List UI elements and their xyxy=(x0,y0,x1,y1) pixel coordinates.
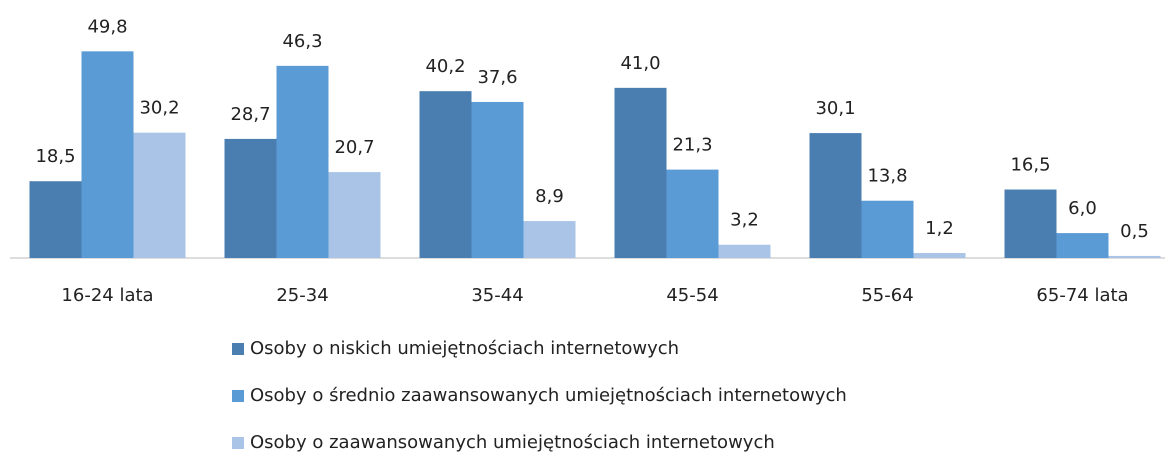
bar xyxy=(276,65,329,258)
data-label: 41,0 xyxy=(620,53,660,74)
bar xyxy=(523,221,576,258)
legend-swatch xyxy=(232,390,244,402)
data-label: 49,8 xyxy=(87,16,127,37)
data-label: 8,9 xyxy=(535,186,564,207)
data-label: 30,2 xyxy=(139,98,179,119)
data-label: 18,5 xyxy=(35,146,75,167)
bar xyxy=(1056,233,1109,258)
data-label: 28,7 xyxy=(230,104,270,125)
x-tick-label: 55-64 xyxy=(861,285,913,306)
data-label: 20,7 xyxy=(334,137,374,158)
data-label: 30,1 xyxy=(815,98,855,119)
x-tick-label: 65-74 lata xyxy=(1036,285,1128,306)
legend-label: Osoby o niskich umiejętnościach internet… xyxy=(250,338,679,359)
bar xyxy=(913,253,966,258)
legend-swatch xyxy=(232,343,244,355)
bar xyxy=(133,132,186,258)
data-label: 3,2 xyxy=(730,210,759,231)
bar xyxy=(81,51,134,258)
bar xyxy=(809,133,862,258)
data-label: 1,2 xyxy=(925,218,954,239)
data-label: 46,3 xyxy=(282,31,322,52)
legend-label: Osoby o średnio zaawansowanych umiejętno… xyxy=(250,385,847,406)
bar xyxy=(666,169,719,258)
data-label: 37,6 xyxy=(477,67,517,88)
bar xyxy=(29,181,82,258)
legend-swatch xyxy=(232,437,244,449)
bar xyxy=(861,200,914,258)
bar xyxy=(1108,255,1161,258)
bar xyxy=(471,101,524,259)
data-label: 0,5 xyxy=(1120,221,1149,242)
data-label: 13,8 xyxy=(867,166,907,187)
x-tick-label: 35-44 xyxy=(471,285,523,306)
bar xyxy=(224,138,277,258)
bar xyxy=(718,244,771,258)
bar xyxy=(1004,189,1057,258)
data-label: 16,5 xyxy=(1010,155,1050,176)
legend-label: Osoby o zaawansowanych umiejętnościach i… xyxy=(250,432,775,453)
x-tick-label: 25-34 xyxy=(276,285,328,306)
x-tick-label: 16-24 lata xyxy=(61,285,153,306)
data-label: 40,2 xyxy=(425,56,465,77)
bar xyxy=(328,172,381,258)
bar xyxy=(419,91,472,258)
data-label: 21,3 xyxy=(672,135,712,156)
x-tick-label: 45-54 xyxy=(666,285,718,306)
data-label: 6,0 xyxy=(1068,198,1097,219)
bar xyxy=(614,87,667,258)
